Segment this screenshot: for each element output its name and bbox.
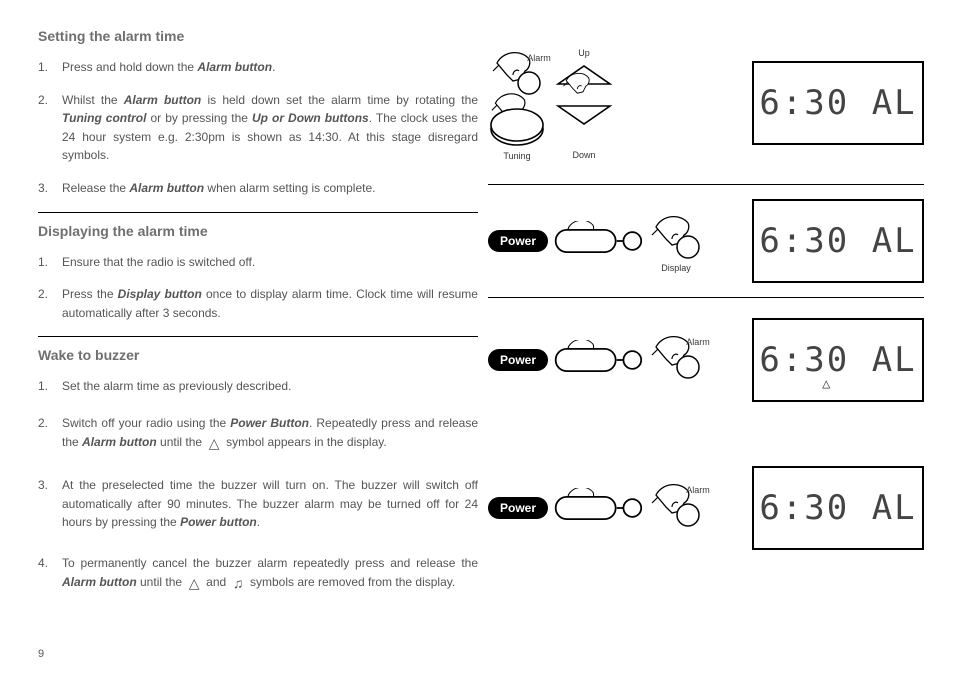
lcd-time: 6:30: [759, 340, 849, 380]
section-title-set-alarm: Setting the alarm time: [38, 28, 478, 44]
lcd-time: 6:30: [759, 221, 849, 261]
section-title-display-alarm: Displaying the alarm time: [38, 223, 478, 239]
list-item: 2. Press the Display button once to disp…: [38, 285, 478, 322]
page-number: 9: [38, 648, 44, 660]
label-down: Down: [572, 150, 595, 160]
lcd-display: 6:30 AL △: [752, 318, 924, 402]
lcd-al: AL: [872, 488, 917, 528]
illus-cancel-buzzer: Power Alarm: [488, 477, 702, 539]
tuning-dial-icon: [488, 91, 546, 149]
illus-display: Power Display: [488, 209, 702, 273]
list-item: 1. Press and hold down the Alarm button.: [38, 58, 478, 77]
divider: [38, 212, 478, 213]
label-alarm: Alarm: [686, 485, 710, 495]
list-item: 3. At the preselected time the buzzer wi…: [38, 476, 478, 532]
list-item: 2. Switch off your radio using the Power…: [38, 414, 478, 454]
right-column: Alarm Tuning Up Down: [488, 28, 924, 654]
power-pill: Power: [488, 230, 548, 252]
divider: [488, 184, 924, 185]
label-display: Display: [661, 263, 691, 273]
bell-icon: △: [822, 376, 832, 392]
wake-buzzer-list: 1. Set the alarm time as previously desc…: [38, 377, 478, 594]
section-title-wake-buzzer: Wake to buzzer: [38, 347, 478, 363]
list-item: 2. Whilst the Alarm button is held down …: [38, 91, 478, 165]
power-pill: Power: [488, 349, 548, 371]
lcd-display: 6:30 AL: [752, 61, 924, 145]
list-item: 1. Set the alarm time as previously desc…: [38, 377, 478, 396]
label-tuning: Tuning: [503, 151, 530, 161]
up-down-icon: [556, 58, 612, 148]
list-item: 3. Release the Alarm button when alarm s…: [38, 179, 478, 198]
illus-wake-buzzer: Power Alarm: [488, 329, 702, 391]
power-button-icon: [554, 340, 644, 380]
list-item: 4. To permanently cancel the buzzer alar…: [38, 554, 478, 594]
display-alarm-list: 1. Ensure that the radio is switched off…: [38, 253, 478, 323]
lcd-al: AL: [872, 340, 917, 380]
lcd-al: AL: [872, 221, 917, 261]
lcd-display: 6:30 AL: [752, 466, 924, 550]
hand-press-icon: [650, 209, 702, 261]
label-alarm: Alarm: [686, 337, 710, 347]
power-button-icon: [554, 488, 644, 528]
lcd-time: 6:30: [759, 488, 849, 528]
label-alarm: Alarm: [527, 53, 551, 63]
list-item: 1. Ensure that the radio is switched off…: [38, 253, 478, 272]
power-pill: Power: [488, 497, 548, 519]
illus-set-alarm: Alarm Tuning Up Down: [488, 45, 612, 161]
power-button-icon: [554, 221, 644, 261]
set-alarm-list: 1. Press and hold down the Alarm button.…: [38, 58, 478, 198]
lcd-time: 6:30: [759, 83, 849, 123]
left-column: Setting the alarm time 1. Press and hold…: [38, 28, 478, 654]
lcd-al: AL: [872, 83, 917, 123]
label-up: Up: [578, 48, 590, 58]
divider: [38, 336, 478, 337]
lcd-display: 6:30 AL: [752, 199, 924, 283]
divider: [488, 297, 924, 298]
